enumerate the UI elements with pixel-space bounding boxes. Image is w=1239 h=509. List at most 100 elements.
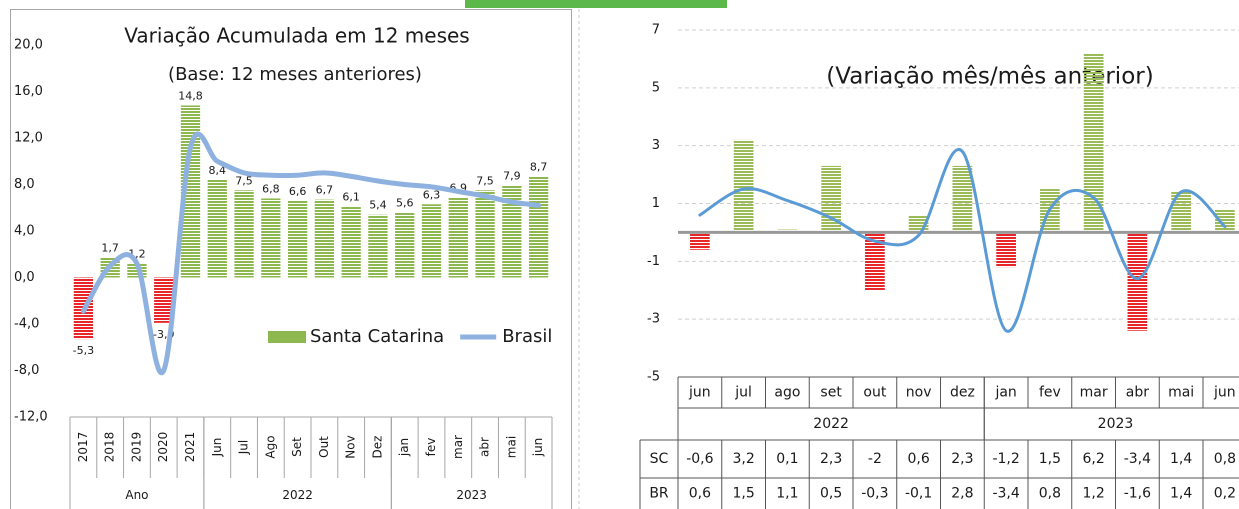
x-tick-label: 2019: [129, 432, 143, 463]
bar: [502, 185, 522, 278]
group-label: 2022: [813, 416, 849, 432]
table-row-header: SC: [650, 451, 669, 467]
legend-swatch: [268, 331, 306, 343]
x-tick-label: jan: [994, 385, 1016, 401]
table-cell: 1,5: [732, 486, 754, 502]
x-tick-label: jun: [531, 438, 545, 458]
value-label: 8,4: [209, 164, 227, 177]
bar: [207, 179, 227, 278]
left-title: Variação Acumulada em 12 meses: [124, 24, 469, 48]
table-cell: 1,4: [1170, 486, 1192, 502]
y-tick-label: 20,0: [14, 38, 43, 53]
bar: [154, 277, 174, 323]
table-cell: -2: [868, 451, 882, 467]
value-label: 7,5: [235, 174, 253, 187]
y-tick-label: -5: [647, 370, 660, 385]
bar: [1127, 232, 1148, 331]
y-tick-label: 4,0: [14, 224, 35, 239]
value-label: 6,7: [316, 184, 334, 197]
y-tick-label: 8,0: [14, 177, 35, 192]
value-label: 6,1: [342, 191, 360, 204]
bar: [475, 190, 495, 278]
value-label: 8,7: [530, 160, 548, 173]
table-cell: 0,8: [1039, 486, 1061, 502]
table-cell: 1,5: [1039, 451, 1061, 467]
legend-label: Santa Catarina: [310, 326, 444, 347]
table-cell: -1,6: [1124, 486, 1151, 502]
group-label: 2023: [456, 488, 487, 502]
x-tick-label: fev: [424, 438, 438, 457]
bar: [341, 206, 361, 278]
x-tick-label: mai: [504, 436, 518, 458]
bar: [690, 232, 710, 250]
value-label: 7,5: [476, 174, 494, 187]
table-cell: 0,6: [689, 486, 711, 502]
y-tick-label: 1: [652, 196, 660, 211]
x-tick-label: Nov: [344, 435, 358, 458]
y-tick-label: 0,0: [14, 270, 35, 285]
table-cell: 0,5: [820, 486, 842, 502]
y-tick-label: -3: [647, 312, 660, 327]
line: [80, 131, 542, 376]
x-tick-label: 2018: [103, 432, 117, 463]
x-tick-label: mar: [451, 435, 465, 459]
y-tick-label: 16,0: [14, 84, 43, 99]
y-tick-label: 3: [652, 138, 660, 153]
group-label: 2022: [282, 488, 313, 502]
x-tick-label: Set: [290, 437, 304, 457]
group-label: 2023: [1098, 416, 1134, 432]
value-label: 5,4: [369, 199, 387, 212]
table-cell: 6,2: [1082, 451, 1104, 467]
x-tick-label: Dez: [370, 436, 384, 459]
bar: [1171, 191, 1191, 233]
table-cell: -3,4: [992, 486, 1019, 502]
bar: [1215, 209, 1235, 233]
bar: [395, 212, 415, 278]
x-tick-label: Ago: [263, 435, 277, 458]
bar: [733, 139, 754, 233]
x-tick-label: jan: [397, 438, 411, 457]
bar: [996, 232, 1016, 268]
y-tick-label: -12,0: [14, 410, 48, 425]
table-cell: -3,4: [1124, 451, 1151, 467]
x-tick-label: ago: [774, 385, 800, 401]
table-cell: 1,4: [1170, 451, 1192, 467]
bar: [952, 165, 973, 233]
x-tick-label: 2017: [76, 432, 90, 463]
table-cell: 2,8: [951, 486, 973, 502]
y-tick-label: 12,0: [14, 131, 43, 146]
bar: [528, 176, 549, 278]
group-label: Ano: [125, 488, 148, 502]
left-subtitle: (Base: 12 meses anteriores): [168, 64, 422, 85]
table-cell: -0,3: [861, 486, 888, 502]
right-title: (Variação mês/mês anterior): [826, 64, 1153, 90]
y-tick-label: 7: [652, 23, 660, 38]
x-tick-label: jun: [1213, 385, 1236, 401]
table-cell: 1,2: [1082, 486, 1104, 502]
y-tick-label: -4,0: [14, 317, 39, 332]
value-label: 6,6: [289, 185, 307, 198]
bar: [1083, 53, 1104, 233]
x-tick-label: out: [863, 385, 886, 401]
x-tick-label: abr: [478, 437, 492, 457]
value-label: -5,3: [73, 344, 94, 357]
bar: [180, 105, 201, 278]
table-cell: 1,1: [776, 486, 798, 502]
bar: [287, 200, 308, 278]
x-tick-label: 2020: [156, 432, 170, 463]
y-tick-label: -1: [647, 254, 660, 269]
x-tick-label: set: [820, 385, 842, 401]
bar: [261, 198, 281, 278]
bar: [448, 197, 468, 278]
table-cell: 2,3: [820, 451, 842, 467]
x-tick-label: mar: [1080, 385, 1108, 401]
value-label: 5,6: [396, 196, 414, 209]
value-label: 14,8: [178, 89, 203, 102]
table-cell: 3,2: [732, 451, 754, 467]
bar: [368, 214, 388, 278]
y-tick-label: -8,0: [14, 363, 39, 378]
value-label: 6,8: [262, 182, 280, 195]
table-cell: 0,1: [776, 451, 798, 467]
